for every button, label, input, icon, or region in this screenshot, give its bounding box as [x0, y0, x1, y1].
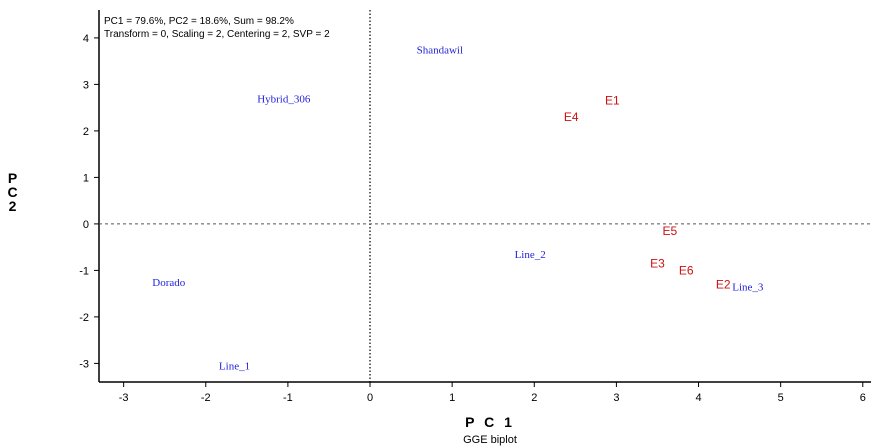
y-tick-label: -2: [79, 312, 89, 324]
environment-point-label: E2: [716, 277, 731, 291]
y-tick-label: 0: [83, 219, 89, 231]
y-axis-title-2: 2: [9, 198, 20, 214]
x-tick-label: -3: [119, 392, 129, 404]
x-tick-label: 6: [860, 392, 866, 404]
x-tick-label: -2: [201, 392, 211, 404]
environment-point-label: E3: [650, 256, 665, 270]
y-tick-label: 2: [83, 126, 89, 138]
environment-point-label: E1: [605, 94, 620, 108]
tick-marks: -3 -2 -1 0 1 2 3 4 5 6 -3 -2 -1 0 1 2 3 4: [79, 33, 866, 404]
y-axis-title-c: C: [7, 184, 20, 200]
environment-point-label: E5: [662, 224, 677, 238]
x-tick-label: 1: [449, 392, 455, 404]
info-line-1: PC1 = 79.6%, PC2 = 18.6%, Sum = 98.2%: [104, 16, 294, 27]
axes: [98, 10, 871, 383]
data-labels: Shandawil Hybrid_306 Line_2 Dorado Line_1 Lin…: [152, 45, 764, 373]
y-axis-title: P C 2: [7, 170, 20, 214]
y-tick-label: 4: [83, 33, 89, 45]
y-tick-label: 3: [83, 79, 89, 91]
y-tick-label: 1: [83, 172, 89, 184]
y-axis-title-p: P: [8, 170, 20, 186]
genotype-point-label: Line_2: [515, 249, 546, 261]
x-axis-title: P C 1: [465, 414, 515, 430]
genotype-point-label: Line_3: [732, 282, 764, 294]
genotype-point-label: Line_1: [219, 361, 250, 373]
environment-point-label: E4: [564, 110, 579, 124]
y-tick-label: -1: [79, 265, 89, 277]
x-tick-label: -1: [283, 392, 293, 404]
environment-point-label: E6: [679, 263, 694, 277]
x-tick-label: 3: [613, 392, 619, 404]
x-tick-label: 0: [367, 392, 373, 404]
x-tick-label: 4: [695, 392, 701, 404]
genotype-point-label: Dorado: [152, 277, 185, 289]
y-tick-label: -3: [79, 358, 89, 370]
x-tick-label: 2: [531, 392, 537, 404]
x-tick-label: 5: [778, 392, 784, 404]
genotype-point-label: Hybrid_306: [257, 93, 311, 105]
chart-caption: GGE biplot: [463, 434, 517, 446]
genotype-point-label: Shandawil: [417, 45, 463, 57]
info-line-2: Transform = 0, Scaling = 2, Centering = …: [104, 29, 330, 40]
